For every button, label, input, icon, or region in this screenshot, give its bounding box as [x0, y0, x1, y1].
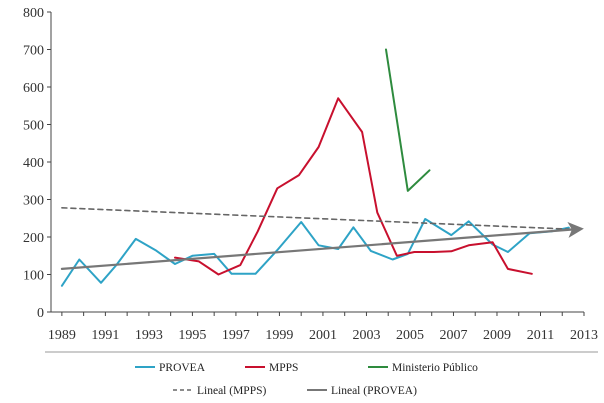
x-tick-label: 2007	[439, 328, 467, 343]
x-tick-label: 2009	[483, 328, 511, 343]
series-provea-line	[60, 218, 570, 287]
series-lineal-mpps-line	[61, 207, 579, 231]
y-tick-label: 500	[23, 119, 44, 134]
y-tick-label: 700	[23, 44, 44, 59]
x-tick-label: 2001	[309, 328, 337, 343]
x-tick-label: 1997	[222, 328, 250, 343]
legend-ministerio-p-blico-label: Ministerio Público	[392, 362, 478, 374]
x-tick-label: 1991	[91, 328, 119, 343]
y-tick-label: 0	[37, 306, 44, 321]
x-tick-label: 1995	[178, 328, 206, 343]
y-tick-label: 200	[23, 231, 44, 246]
y-tick-label: 400	[23, 156, 44, 171]
y-tick-label: 800	[23, 6, 44, 21]
series-lineal-provea-line	[60, 221, 584, 270]
series-ministerio-p-blico-line	[385, 48, 431, 192]
y-tick-label: 300	[23, 194, 44, 209]
x-tick-label: 2003	[352, 328, 380, 343]
x-tick-label: 1993	[135, 328, 163, 343]
axes: 0 100 200 300 400 500 600 700 800 1989 1991 1993 199…	[23, 6, 598, 353]
x-tick-label: 2013	[570, 328, 598, 343]
legend: PROVEA MPPS Ministerio Público Lineal (MPPS…	[135, 362, 478, 397]
legend-lineal-provea-label: Lineal (PROVEA)	[331, 385, 417, 397]
legend-mpps-label: MPPS	[269, 362, 298, 374]
x-tick-label: 1999	[265, 328, 293, 343]
legend-lineal-mpps-label: Lineal (MPPS)	[197, 385, 266, 397]
series-mpps-line	[174, 97, 533, 276]
x-tick-label: 2005	[396, 328, 424, 343]
x-tick-label: 2011	[527, 328, 554, 343]
y-tick-label: 100	[23, 269, 44, 284]
y-tick-label: 600	[23, 81, 44, 96]
series-layer	[60, 48, 584, 287]
legend-provea-label: PROVEA	[159, 362, 206, 374]
x-tick-label: 1989	[48, 328, 76, 343]
